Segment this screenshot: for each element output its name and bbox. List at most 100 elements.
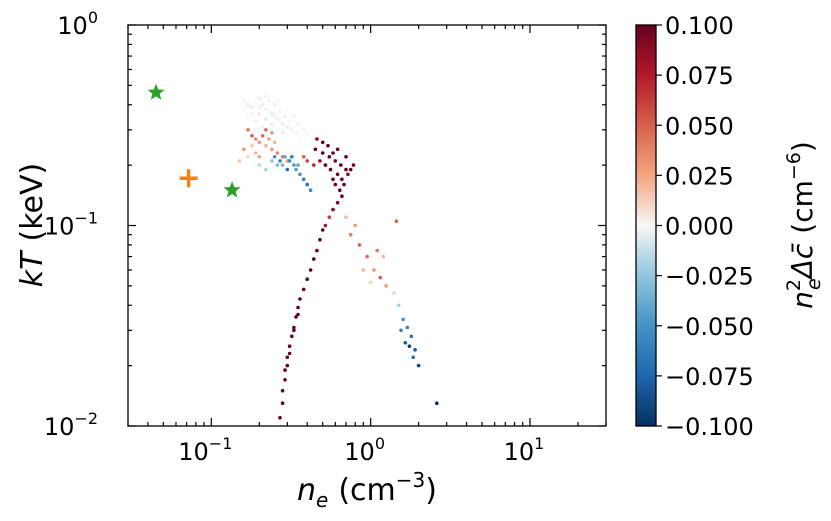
scatter-point-s3-p18: [344, 155, 348, 159]
colorbar-tick-label-3: 0.025: [665, 162, 734, 190]
y-axis-label: kT(keV): [15, 163, 50, 287]
scatter-point-s3-p8: [340, 177, 344, 182]
scatter-point-s0-p35: [285, 107, 290, 112]
scatter-point-s0-p15: [294, 131, 298, 135]
scatter-point-s1-p11: [246, 155, 250, 159]
colorbar-tick-label-8: −0.100: [665, 413, 754, 441]
scatter-point-s3-p2: [327, 155, 332, 159]
scatter-point-s5-p21: [381, 254, 386, 259]
scatter-point-s3-p25: [320, 140, 325, 145]
scatter-point-s0-p9: [272, 114, 277, 119]
scatter-point-s5-p6: [361, 268, 366, 272]
scatter-point-s3-p11: [323, 163, 328, 167]
scatter-point-s3-p6: [335, 172, 340, 177]
scatter-point-s3-p29: [331, 207, 335, 212]
scatter-point-s5-p24: [344, 215, 348, 219]
scatter-point-s3-p0: [313, 147, 318, 152]
scatter-point-s5-p7: [368, 280, 373, 285]
scatter-point-s0-p33: [264, 94, 268, 99]
scatter-point-s5-p11: [405, 325, 410, 330]
scatter-point-s4-p23: [292, 328, 296, 333]
scatter-point-s0-p13: [285, 125, 290, 129]
scatter-point-s3-p14: [338, 188, 342, 192]
scatter-point-s3-p3: [333, 159, 338, 163]
scatter-point-s5-p9: [396, 303, 401, 308]
scatter-point-s5-p23: [353, 223, 358, 228]
scatter-point-s3-p1: [320, 151, 325, 155]
scatter-point-s2-p15: [264, 167, 268, 172]
colorbar-ticks: 0.100 0.075 0.050 0.025 0.000 −0.025 −0.050 −0.…: [656, 12, 754, 441]
scatter-point-s5-p20: [394, 219, 399, 224]
scatter-point-s3-p12: [328, 167, 333, 172]
x-axis-ticks: 10−1 100 101: [127, 25, 607, 466]
scatter-point-s4-p5: [312, 257, 316, 261]
scatter-point-s5-p10: [401, 317, 406, 322]
scatter-point-s1-p4: [260, 134, 265, 138]
scatter-point-s4-p20: [278, 415, 282, 420]
scatter-point-s4-p6: [308, 268, 313, 272]
scatter-point-s3-p16: [348, 167, 353, 172]
scatter-point-s4-p2: [320, 228, 325, 232]
scatter-point-s0-p11: [278, 119, 282, 124]
scatter-point-s2-p16: [257, 163, 262, 167]
scatter-point-s3-p20: [312, 163, 316, 167]
scatter-point-s4-p0: [327, 215, 332, 219]
scatter-point-s1-p2: [253, 137, 258, 141]
scatter-point-s4-p14: [287, 344, 292, 349]
scatter-point-s0-p27: [278, 109, 282, 114]
scatter-point-s1-p13: [237, 159, 242, 163]
scatter-point-s0-p25: [267, 98, 271, 103]
x-tick-label-10: 101: [504, 434, 545, 466]
star-1-marker: [147, 83, 165, 100]
scatter-point-s2-p1: [278, 159, 282, 163]
scatter-point-s2-p0: [272, 155, 277, 159]
scatter-point-s5-p3: [372, 268, 376, 272]
scatter-point-s2-p3: [287, 159, 292, 163]
scatter-point-s4-p4: [315, 248, 319, 253]
scatter-point-s1-p18: [264, 128, 268, 132]
scatter-point-s1-p0: [246, 128, 250, 132]
scatter-point-s5-p17: [407, 344, 412, 349]
highlight-markers: [147, 83, 241, 198]
scatter-point-s0-p23: [260, 125, 265, 129]
scatter-point-s0-p6: [264, 107, 268, 112]
colorbar-gradient: [635, 24, 657, 427]
scatter-point-s2-p6: [280, 163, 285, 167]
scatter-point-s5-p15: [399, 328, 403, 333]
scatter-point-s0-p37: [296, 122, 300, 126]
scatter-point-s1-p12: [242, 147, 246, 152]
scatter-point-s3-p10: [318, 159, 322, 163]
scatter-point-s3-p5: [344, 167, 348, 172]
scatter-point-s0-p16: [298, 134, 302, 138]
scatter-point-s0-p4: [257, 96, 262, 101]
scatter-point-s4-p21: [285, 363, 290, 368]
scatter-point-s0-p20: [275, 128, 280, 132]
scatter-point-s5-p16: [403, 341, 408, 345]
scatter-point-s0-p10: [275, 117, 280, 121]
scatter-point-s3-p27: [340, 194, 344, 198]
scatter-point-s0-p0: [242, 98, 246, 103]
scatter-point-s2-p5: [285, 167, 290, 172]
scatter-point-s5-p19: [435, 401, 439, 406]
y-axis-ticks: 10−2 10−1 100: [44, 8, 606, 441]
scatter-point-s5-p22: [375, 248, 380, 253]
plot-frame: [127, 24, 607, 427]
scatter-point-s3-p24: [335, 147, 340, 152]
scatter-point-s1-p6: [267, 137, 271, 141]
scatter-point-s0-p5: [260, 103, 265, 107]
scatter-point-s0-p24: [246, 114, 250, 119]
colorbar: 0.100 0.075 0.050 0.025 0.000 −0.025 −0.050 −0.…: [635, 12, 825, 441]
scatter-point-s0-p39: [305, 131, 310, 135]
scatter-point-s5-p8: [392, 291, 396, 295]
colorbar-tick-label-6: −0.050: [665, 313, 754, 341]
scatter-point-s4-p9: [298, 297, 302, 301]
scatter-point-s5-p5: [384, 284, 388, 288]
scatter-point-s3-p4: [339, 163, 343, 167]
colorbar-label: n2eΔc̄(cm−6): [783, 141, 825, 309]
colorbar-tick-label-0: 0.100: [665, 12, 734, 40]
scatter-point-s4-p15: [285, 355, 290, 360]
scatter-point-s3-p13: [333, 182, 338, 187]
scatter-point-s2-p13: [305, 182, 310, 187]
scatter-point-s4-p12: [292, 325, 296, 330]
scatter-point-s2-p11: [298, 172, 302, 177]
